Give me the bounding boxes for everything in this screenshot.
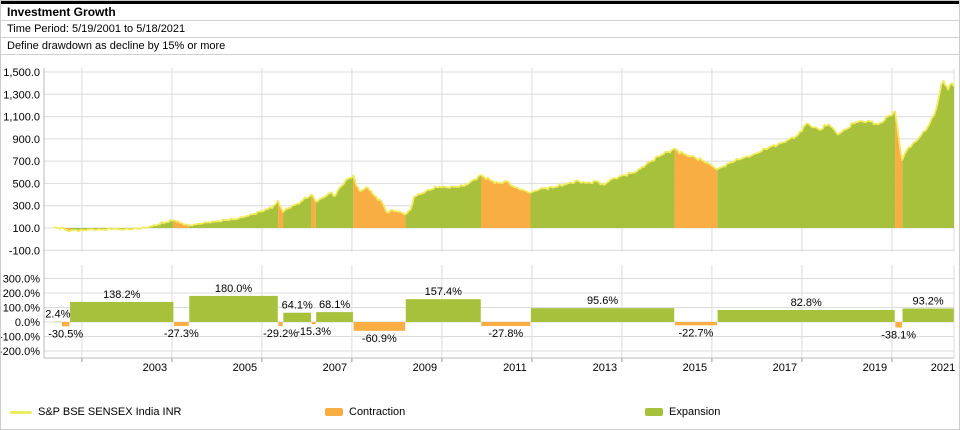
svg-text:2007: 2007 (323, 362, 347, 374)
svg-text:-15.3%: -15.3% (296, 326, 331, 338)
legend-label-expansion: Expansion (669, 406, 721, 418)
svg-text:2005: 2005 (233, 362, 257, 374)
svg-text:2017: 2017 (773, 362, 797, 374)
svg-text:-200.0%: -200.0% (0, 346, 40, 358)
svg-text:2013: 2013 (593, 362, 617, 374)
svg-text:180.0%: 180.0% (215, 283, 253, 295)
svg-text:-60.9%: -60.9% (362, 333, 397, 345)
contraction-swatch-icon (325, 408, 343, 416)
legend-label-contraction: Contraction (349, 406, 406, 418)
svg-text:1,500.0: 1,500.0 (3, 67, 40, 79)
sensex-line-swatch-icon (10, 410, 32, 414)
expansion-swatch-icon (645, 408, 663, 416)
svg-text:900.0: 900.0 (12, 134, 40, 146)
svg-text:2009: 2009 (413, 362, 437, 374)
legend-item-sensex: S&P BSE SENSEX India INR (10, 406, 181, 418)
svg-text:2.4%: 2.4% (45, 309, 70, 321)
svg-text:-100.0%: -100.0% (0, 332, 40, 344)
svg-text:100.0: 100.0 (12, 223, 40, 235)
svg-text:500.0: 500.0 (12, 178, 40, 190)
svg-text:100.0%: 100.0% (3, 303, 41, 315)
svg-text:64.1%: 64.1% (282, 300, 313, 312)
svg-text:138.2%: 138.2% (103, 289, 141, 301)
page-title: Investment Growth (0, 4, 960, 21)
svg-text:2019: 2019 (863, 362, 887, 374)
svg-text:95.6%: 95.6% (587, 295, 618, 307)
svg-text:82.8%: 82.8% (791, 297, 822, 309)
svg-text:68.1%: 68.1% (319, 299, 350, 311)
legend-label-sensex: S&P BSE SENSEX India INR (38, 406, 182, 418)
drawdown-definition-text: Define drawdown as decline by 15% or mor… (0, 38, 960, 55)
svg-text:93.2%: 93.2% (913, 295, 944, 307)
svg-text:-30.5%: -30.5% (48, 328, 83, 340)
svg-text:1,100.0: 1,100.0 (3, 112, 40, 124)
svg-text:-27.8%: -27.8% (488, 328, 523, 340)
top-accent-bar (0, 0, 960, 4)
svg-text:-22.7%: -22.7% (678, 327, 713, 339)
svg-text:-29.2%: -29.2% (263, 328, 298, 340)
svg-text:0.0%: 0.0% (15, 317, 40, 329)
svg-text:-38.1%: -38.1% (881, 330, 916, 342)
svg-text:-100.0: -100.0 (9, 245, 40, 257)
svg-text:2011: 2011 (503, 362, 527, 374)
svg-text:300.0%: 300.0% (3, 274, 41, 286)
svg-text:200.0%: 200.0% (3, 288, 41, 300)
legend-item-expansion: Expansion (645, 406, 720, 418)
svg-text:1,300.0: 1,300.0 (3, 89, 40, 101)
svg-text:2015: 2015 (683, 362, 707, 374)
investment-growth-chart: 2.4% -30.5% 138.2% -27.3% 180.0% -29.2% 64.1% -… (0, 67, 955, 374)
time-period-text: Time Period: 5/19/2001 to 5/18/2021 (0, 21, 960, 38)
legend: S&P BSE SENSEX India INR Contraction Exp… (0, 395, 960, 430)
legend-item-contraction: Contraction (325, 406, 405, 418)
svg-text:2003: 2003 (143, 362, 167, 374)
svg-text:300.0: 300.0 (12, 201, 40, 213)
svg-text:2021: 2021 (931, 362, 955, 374)
svg-text:157.4%: 157.4% (425, 286, 463, 298)
svg-text:700.0: 700.0 (12, 156, 40, 168)
svg-text:-27.3%: -27.3% (164, 328, 199, 340)
